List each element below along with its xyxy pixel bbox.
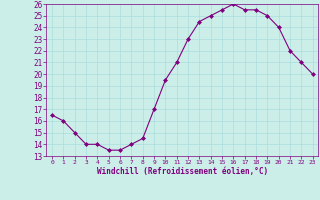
- X-axis label: Windchill (Refroidissement éolien,°C): Windchill (Refroidissement éolien,°C): [97, 167, 268, 176]
